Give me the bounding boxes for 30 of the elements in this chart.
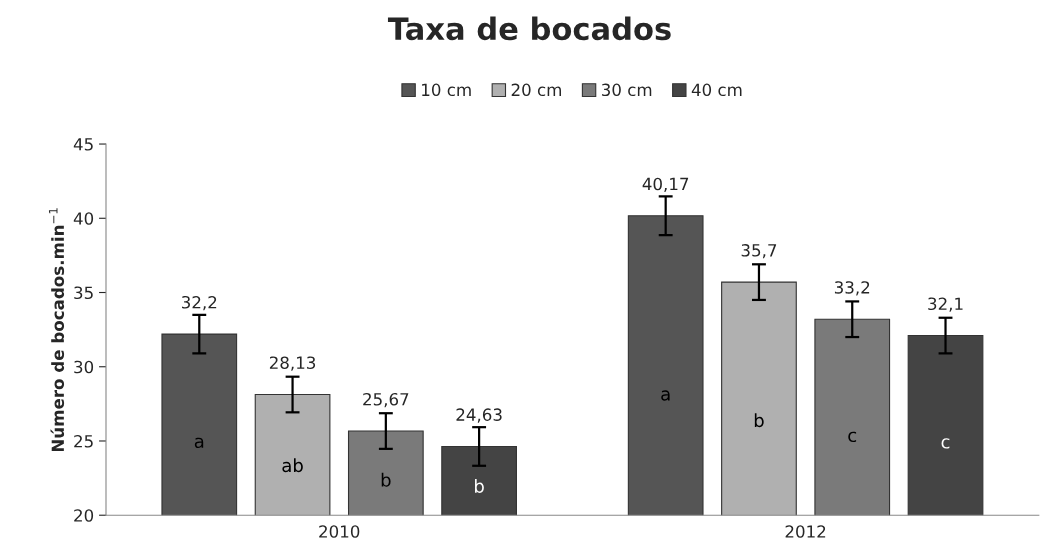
y-tick-label: 30 xyxy=(74,360,94,374)
annotation: b xyxy=(754,413,764,428)
y-tick-label: 25 xyxy=(74,434,93,448)
data-label: 35,7 xyxy=(741,244,777,259)
y-tick-label: 20 xyxy=(74,509,94,522)
annotation: a xyxy=(194,437,204,448)
data-label: 40,17 xyxy=(642,177,689,192)
legend-label: 10 cm xyxy=(422,83,471,97)
y-tick-label: 40 xyxy=(73,212,94,225)
annotation: b xyxy=(475,478,484,493)
data-label: 24,63 xyxy=(456,408,502,423)
legend-label: 30 cm xyxy=(602,83,652,97)
x-tick-label: 2012 xyxy=(785,525,826,538)
y-axis-title: Número de bocados.min$^{−1}$ xyxy=(48,208,65,452)
data-label: 32,1 xyxy=(928,297,963,312)
x-tick-label: 2010 xyxy=(319,525,360,538)
chart-title: Taxa de bocados xyxy=(387,16,671,41)
annotation: b xyxy=(381,472,391,487)
annotation: a xyxy=(661,390,670,401)
annotation: c xyxy=(848,431,857,443)
annotation: ab xyxy=(282,458,303,473)
legend-label: 40 cm xyxy=(691,83,742,97)
data-label: 28,13 xyxy=(269,356,316,371)
data-label: 33,2 xyxy=(834,281,870,296)
data-label: 25,67 xyxy=(363,392,409,408)
annotation: c xyxy=(941,438,950,449)
y-tick-label: 45 xyxy=(73,138,93,151)
y-tick-label: 35 xyxy=(74,286,93,300)
data-label: 32,2 xyxy=(182,295,217,311)
legend-label: 20 cm xyxy=(511,83,561,97)
